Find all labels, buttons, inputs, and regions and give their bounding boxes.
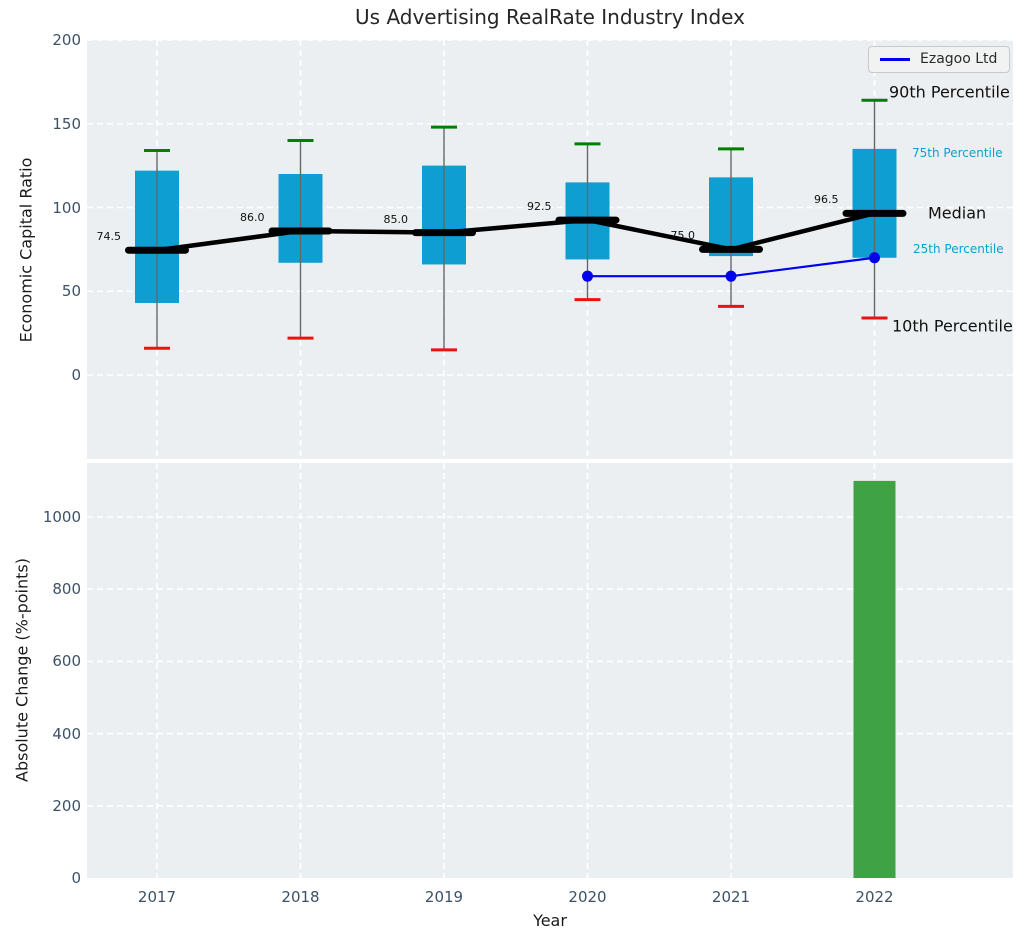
median-value-label: 92.5: [527, 200, 552, 214]
annotation-25th-percentile: 25th Percentile: [913, 242, 1004, 256]
bottom-y-axis-label: Absolute Change (%-points): [12, 558, 32, 782]
x-tick-label: 2021: [711, 888, 751, 906]
legend-label: Ezagoo Ltd: [920, 51, 998, 67]
legend-line-swatch: [880, 57, 910, 61]
x-axis-label: Year: [533, 911, 567, 930]
x-tick-label: 2022: [855, 888, 894, 906]
x-tick-label: 2020: [568, 888, 607, 906]
y-tick-label: 0: [71, 869, 81, 887]
annotation-10th-percentile: 10th Percentile: [892, 316, 1013, 336]
median-value-label: 74.5: [96, 230, 122, 244]
median-marker-2018: [268, 227, 333, 235]
y-tick-label: 50: [61, 282, 81, 301]
x-tick-label: 2017: [137, 888, 177, 906]
y-tick-label: 100: [52, 198, 81, 217]
y-tick-label: 400: [52, 724, 81, 743]
company-point-2021: [725, 270, 737, 282]
y-tick-label: 600: [52, 652, 81, 671]
legend: Ezagoo Ltd: [868, 46, 1011, 73]
median-marker-2017: [125, 246, 189, 254]
y-tick-label: 200: [52, 796, 81, 815]
median-value-label: 86.0: [240, 210, 265, 224]
median-marker-2021: [699, 245, 763, 253]
y-tick-label: 800: [52, 580, 81, 599]
annotation-75th-percentile: 75th Percentile: [912, 146, 1003, 160]
annotation-median: Median: [928, 203, 987, 223]
median-value-label: 85.0: [383, 212, 409, 226]
y-tick-label: 0: [71, 366, 81, 384]
median-marker-2022: [842, 209, 907, 217]
company-point-2022: [869, 252, 880, 264]
y-tick-label: 150: [52, 114, 81, 133]
y-tick-label: 1000: [42, 508, 81, 526]
company-point-2020: [582, 270, 593, 282]
x-tick-label: 2018: [281, 888, 320, 906]
median-value-label: 75.0: [670, 229, 696, 243]
top-y-axis-label: Economic Capital Ratio: [16, 157, 36, 343]
median-value-label: 96.5: [814, 193, 839, 207]
chart-title: Us Advertising RealRate Industry Index: [355, 5, 745, 29]
y-tick-label: 200: [52, 31, 81, 49]
annotation-90th-percentile: 90th Percentile: [889, 82, 1010, 102]
median-marker-2020: [555, 216, 620, 224]
median-marker-2019: [412, 229, 476, 237]
x-tick-label: 2019: [424, 888, 464, 906]
bar-2022: [853, 480, 896, 878]
